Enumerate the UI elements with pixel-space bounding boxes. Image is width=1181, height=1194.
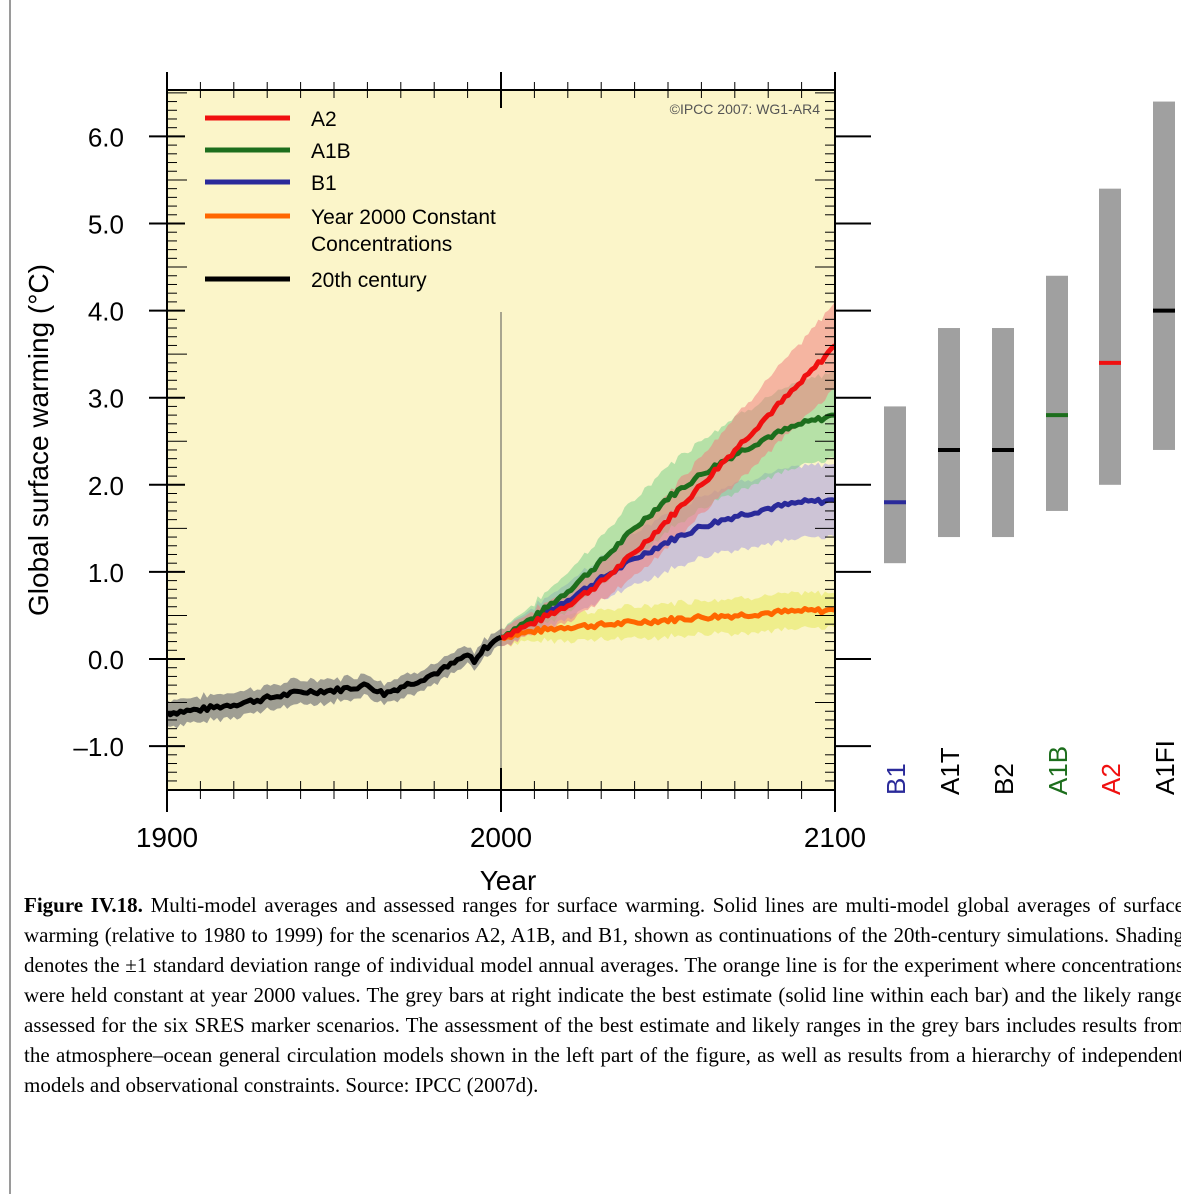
scenario-range-bars: B1 A1T B2 A1B A2 A1FI (881, 101, 1180, 795)
y-tick-label: 1.0 (88, 558, 124, 588)
scenario-label-a1b: A1B (1043, 746, 1073, 795)
range-bar-a1t (938, 328, 960, 538)
y-tick-label: 2.0 (88, 471, 124, 501)
page-left-rule (9, 0, 11, 1194)
x-tick-label: 2000 (470, 822, 532, 853)
caption-text: Multi-model averages and assessed ranges… (24, 893, 1181, 1097)
shade-20th-century (167, 628, 501, 729)
range-bar-a1b (1046, 275, 1068, 511)
range-bar-b1 (884, 406, 906, 564)
x-tick-labels: 1900 2000 2100 (136, 822, 866, 853)
scenario-label-b1: B1 (881, 763, 911, 795)
series-lines (167, 343, 835, 718)
legend: A2 A1B B1 Year 2000 Constant Concentrations 2… (205, 108, 496, 292)
series-line-b1 (500, 496, 835, 640)
series-line-a2 (500, 343, 835, 641)
figure-caption: Figure IV.18. Multi-model averages and a… (24, 890, 1181, 1100)
axis-ticks (149, 72, 871, 812)
series-line-a1b (500, 412, 835, 640)
y-tick-label: 0.0 (88, 645, 124, 675)
x-tick-label: 1900 (136, 822, 198, 853)
y-axis-label: Global surface warming (°C) (23, 264, 54, 616)
legend-label: B1 (311, 172, 337, 195)
range-bar-b2 (992, 328, 1014, 538)
y-tick-label: –1.0 (73, 732, 124, 762)
series-line-year-2000-constant-concentrations (500, 606, 835, 642)
scenario-label-b2: B2 (989, 763, 1019, 795)
legend-label: Year 2000 Constant (311, 206, 496, 229)
y-tick-label: 4.0 (88, 297, 124, 327)
caption-label: Figure IV.18. (24, 893, 143, 917)
legend-label: A2 (311, 108, 337, 131)
x-tick-label: 2100 (804, 822, 866, 853)
x-axis-label: Year (480, 865, 537, 890)
figure-svg: –1.0 0.0 1.0 2.0 3.0 4.0 5.0 6.0 1900 2000 2100 Y… (23, 72, 1180, 890)
y-tick-labels: –1.0 0.0 1.0 2.0 3.0 4.0 5.0 6.0 (73, 122, 124, 762)
scenario-label-a2: A2 (1096, 763, 1126, 795)
y-tick-label: 5.0 (88, 210, 124, 240)
range-bar-a2 (1099, 188, 1121, 485)
y-tick-label: 6.0 (88, 122, 124, 152)
legend-label: Concentrations (311, 233, 452, 256)
range-bar-a1fi (1153, 101, 1175, 450)
series-line-20th-century (167, 634, 502, 718)
scenario-label-a1fi: A1FI (1150, 740, 1180, 795)
y-tick-label: 3.0 (88, 384, 124, 414)
legend-label: A1B (311, 140, 351, 163)
scenario-label-a1t: A1T (935, 747, 965, 795)
legend-label: 20th century (311, 269, 427, 292)
credit-text: ©IPCC 2007: WG1-AR4 (670, 101, 821, 117)
